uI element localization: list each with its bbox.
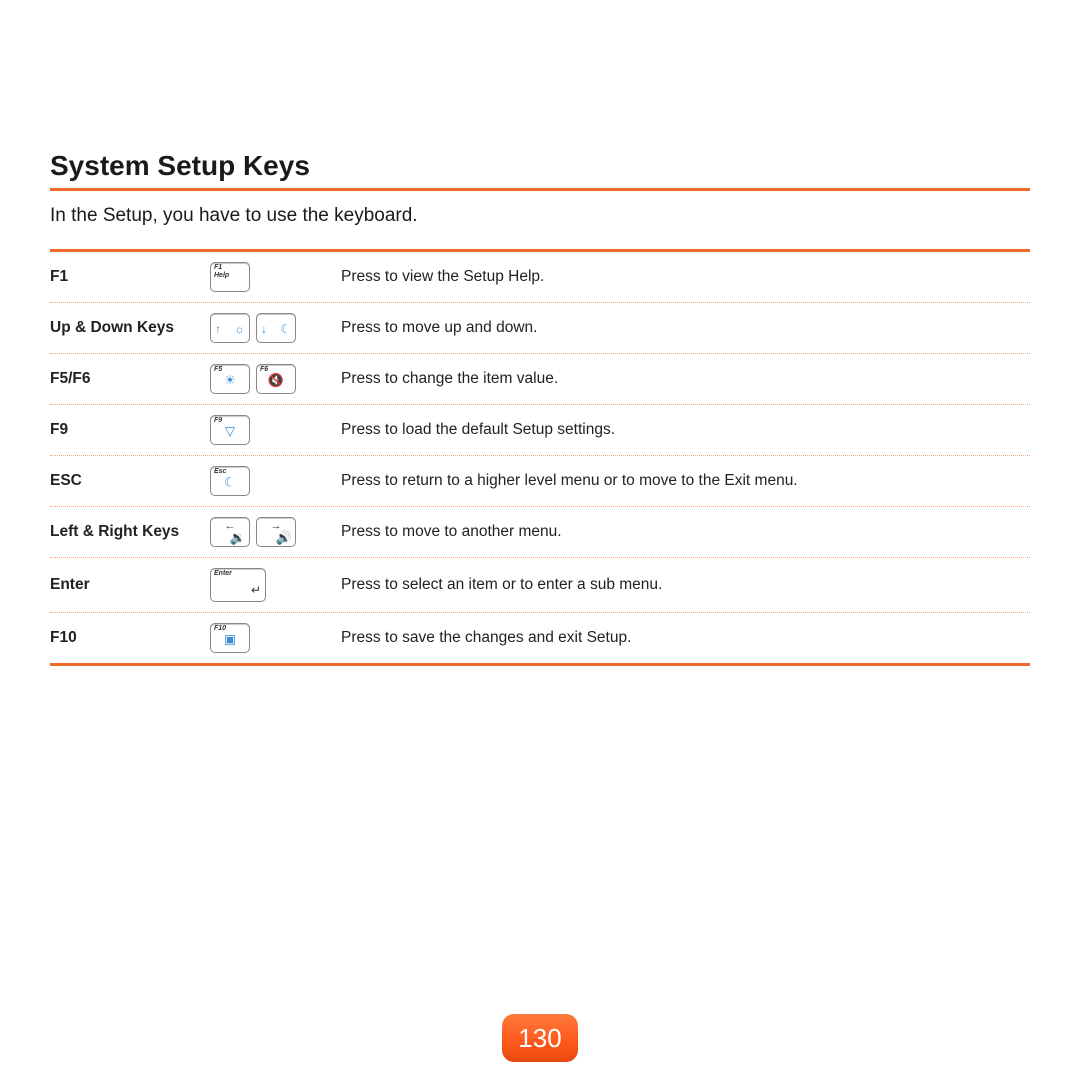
keycap-icon: F6🔇 bbox=[256, 364, 296, 394]
keycap-label: Enter bbox=[214, 570, 232, 578]
key-desc-cell: Press to move up and down. bbox=[335, 303, 1030, 353]
table-bottom-rule bbox=[50, 663, 1030, 666]
key-desc-cell: Press to change the item value. bbox=[335, 354, 1030, 404]
table-row: F5/F6F5☀F6🔇Press to change the item valu… bbox=[50, 354, 1030, 404]
key-desc-cell: Press to save the changes and exit Setup… bbox=[335, 613, 1030, 663]
table-row: F1 F1 Help Press to view the Setup Help. bbox=[50, 252, 1030, 302]
keycap-icon: F9▽ bbox=[210, 415, 250, 445]
keycap-glyph: ☼ bbox=[234, 323, 245, 335]
keycap-glyph: 🔊 bbox=[276, 531, 292, 544]
key-name-cell: F1 bbox=[50, 252, 210, 302]
enter-arrow-icon: ↵ bbox=[251, 583, 261, 597]
key-name-cell: F5/F6 bbox=[50, 354, 210, 404]
page-title: System Setup Keys bbox=[50, 150, 1030, 182]
keycap-icon: ↓☾ bbox=[256, 313, 296, 343]
keycap-label: F5 bbox=[214, 366, 222, 374]
key-icon-cell: ←🔉→🔊 bbox=[210, 507, 335, 557]
keycap-glyph: ↑ bbox=[215, 323, 221, 335]
key-name-cell: ESC bbox=[50, 456, 210, 506]
keycap-icon: F5☀ bbox=[210, 364, 250, 394]
keycap-glyph: ↓ bbox=[261, 323, 267, 335]
page-number-badge: 130 bbox=[502, 1014, 578, 1062]
key-icon-cell: ↑☼↓☾ bbox=[210, 303, 335, 353]
keycap-icon: ↑☼ bbox=[210, 313, 250, 343]
keycap-glyph: ☀ bbox=[224, 374, 236, 387]
key-icon-cell: Esc☾ bbox=[210, 456, 335, 506]
key-name-cell: F9 bbox=[50, 405, 210, 455]
keycap-label: F1 Help bbox=[214, 264, 229, 280]
table-row: F9F9▽Press to load the default Setup set… bbox=[50, 405, 1030, 455]
keycap-label: F9 bbox=[214, 417, 222, 425]
key-desc-cell: Press to move to another menu. bbox=[335, 507, 1030, 557]
table-row: ESCEsc☾ Press to return to a higher level… bbox=[50, 456, 1030, 506]
key-name-cell: Up & Down Keys bbox=[50, 303, 210, 353]
table-row: Left & Right Keys←🔉→🔊Press to move to an… bbox=[50, 507, 1030, 557]
keycap-glyph: 🔉 bbox=[230, 531, 246, 544]
table-row: Enter Enter ↵ Press to select an item or to… bbox=[50, 558, 1030, 612]
table-row: F10F10▣ Press to save the changes and exi… bbox=[50, 613, 1030, 663]
keycap-glyph: ▣ bbox=[224, 633, 236, 646]
keycap-glyph: ☾ bbox=[280, 323, 291, 335]
keycap-icon: →🔊 bbox=[256, 517, 296, 547]
key-name-cell: F10 bbox=[50, 613, 210, 663]
setup-keys-table: F1 F1 Help Press to view the Setup Help. Up… bbox=[50, 252, 1030, 663]
key-desc-cell: Press to load the default Setup settings… bbox=[335, 405, 1030, 455]
title-rule bbox=[50, 188, 1030, 191]
key-name-cell: Left & Right Keys bbox=[50, 507, 210, 557]
key-desc-cell: Press to select an item or to enter a su… bbox=[335, 558, 1030, 612]
keycap-glyph: ▽ bbox=[225, 425, 235, 438]
table-row: Up & Down Keys↑☼↓☾Press to move up and d… bbox=[50, 303, 1030, 353]
keycap-icon: F10▣ bbox=[210, 623, 250, 653]
keycap-icon: F1 Help bbox=[210, 262, 250, 292]
keycap-icon: ←🔉 bbox=[210, 517, 250, 547]
keycap-icon: Esc☾ bbox=[210, 466, 250, 496]
key-name-cell: Enter bbox=[50, 558, 210, 612]
keycap-icon: Enter ↵ bbox=[210, 568, 266, 602]
intro-text: In the Setup, you have to use the keyboa… bbox=[50, 205, 1030, 227]
document-page: System Setup Keys In the Setup, you have… bbox=[0, 0, 1080, 1080]
key-icon-cell: Enter ↵ bbox=[210, 558, 335, 612]
key-icon-cell: F10▣ bbox=[210, 613, 335, 663]
keycap-glyph: ☾ bbox=[224, 476, 236, 489]
page-number: 130 bbox=[518, 1023, 561, 1054]
key-icon-cell: F5☀F6🔇 bbox=[210, 354, 335, 404]
key-icon-cell: F9▽ bbox=[210, 405, 335, 455]
key-icon-cell: F1 Help bbox=[210, 252, 335, 302]
keycap-glyph: 🔇 bbox=[268, 374, 284, 387]
key-desc-cell: Press to view the Setup Help. bbox=[335, 252, 1030, 302]
key-desc-cell: Press to return to a higher level menu o… bbox=[335, 456, 1030, 506]
